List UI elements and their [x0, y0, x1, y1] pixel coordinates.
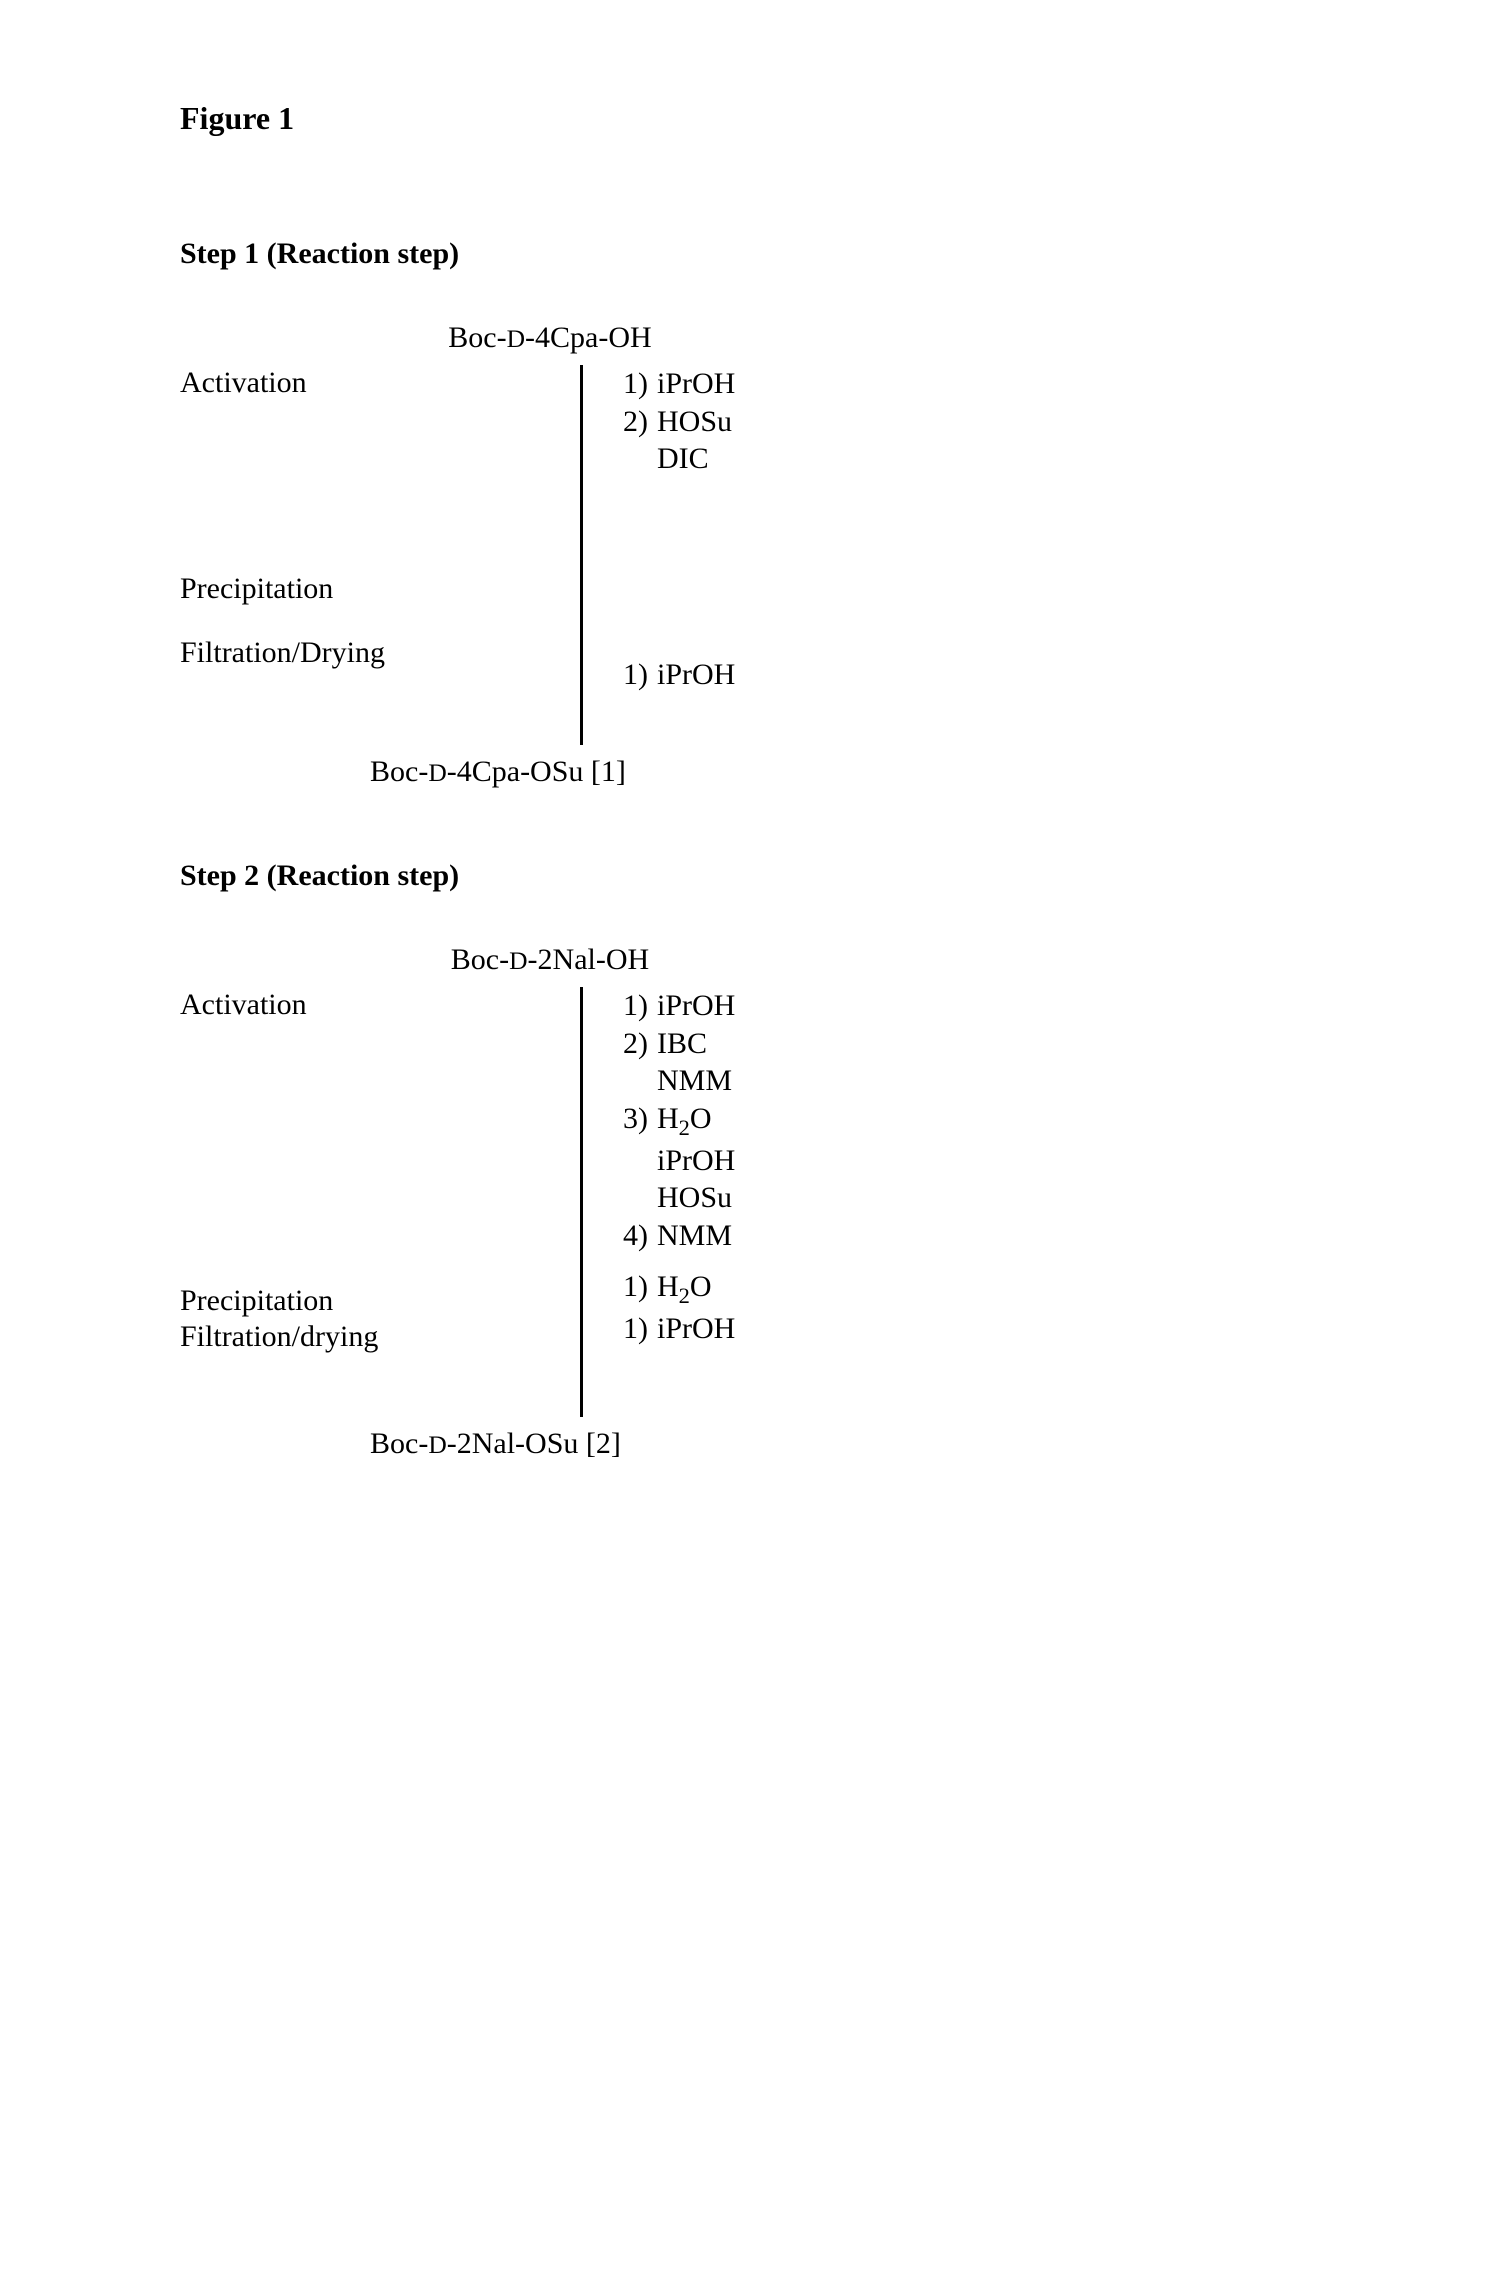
step1-left-labels: Activation Precipitation Filtration/Dryi…: [180, 365, 560, 745]
step1-filtration-label: Filtration/Drying: [180, 635, 560, 671]
reagent-text: IBC: [657, 1027, 707, 1060]
reagent-line: 1)iPrOH: [623, 656, 735, 694]
reagent-line: HOSu: [657, 1179, 735, 1217]
step2-precipitation-label: Precipitation: [180, 1283, 560, 1319]
reagent-number: 1): [623, 656, 657, 694]
step-2-scheme: Boc-D-2Nal-OH Activation Precipitation F…: [180, 943, 1471, 1461]
step-2: Step 2 (Reaction step) Boc-D-2Nal-OH Act…: [180, 859, 1471, 1461]
reagent-number: 1): [623, 1268, 657, 1306]
step1-end-compound: Boc-D-4Cpa-OSu [1]: [370, 755, 1471, 789]
reagent-line: 2)HOSu: [623, 403, 735, 441]
reagent-text: iPrOH: [657, 367, 735, 400]
step1-precipitation-label: Precipitation: [180, 571, 560, 607]
reagent-text: H2O: [657, 1102, 712, 1135]
reagent-text: iPrOH: [657, 989, 735, 1022]
reagent-line: 1)iPrOH: [623, 987, 735, 1025]
reagent-text: iPrOH: [657, 1144, 735, 1177]
reagent-line: DIC: [657, 440, 735, 478]
reagent-text: DIC: [657, 442, 709, 475]
reagent-text: H2O: [657, 1270, 712, 1303]
reagent-line: 2)IBC: [623, 1025, 735, 1063]
reagent-number: 2): [623, 1025, 657, 1063]
reagent-text: NMM: [657, 1219, 732, 1252]
reagent-line: 3)H2O: [623, 1100, 735, 1142]
step2-arrow: [580, 987, 583, 1417]
reagent-line: NMM: [657, 1062, 735, 1100]
step2-filtration-label: Filtration/drying: [180, 1319, 560, 1355]
step1-arrow: [580, 365, 583, 745]
reagent-line: 1)H2O: [623, 1268, 735, 1310]
step-1-title: Step 1 (Reaction step): [180, 237, 1471, 271]
step2-reagents: 1)iPrOH2)IBCNMM3)H2OiPrOHHOSu4)NMM 1)H2O…: [623, 987, 735, 1417]
step1-activation-label: Activation: [180, 365, 560, 401]
step-1: Step 1 (Reaction step) Boc-D-4Cpa-OH Act…: [180, 237, 1471, 789]
step2-activation-label: Activation: [180, 987, 560, 1023]
step1-start-compound: Boc-D-4Cpa-OH: [380, 321, 720, 355]
reagent-number: 1): [623, 987, 657, 1025]
reagent-text: iPrOH: [657, 658, 735, 691]
step2-start-compound: Boc-D-2Nal-OH: [380, 943, 720, 977]
reagent-text: HOSu: [657, 1181, 732, 1214]
reagent-text: HOSu: [657, 405, 732, 438]
step2-end-compound: Boc-D-2Nal-OSu [2]: [370, 1427, 1471, 1461]
step2-left-labels: Activation Precipitation Filtration/dryi…: [180, 987, 560, 1417]
reagent-line: 1)iPrOH: [623, 365, 735, 403]
reagent-line: 4)NMM: [623, 1217, 735, 1255]
reagent-text: NMM: [657, 1064, 732, 1097]
reagent-number: 2): [623, 403, 657, 441]
reagent-text: iPrOH: [657, 1312, 735, 1345]
reagent-number: 4): [623, 1217, 657, 1255]
reagent-line: iPrOH: [657, 1142, 735, 1180]
figure-title: Figure 1: [180, 100, 1471, 137]
step-1-scheme: Boc-D-4Cpa-OH Activation Precipitation F…: [180, 321, 1471, 789]
reagent-number: 3): [623, 1100, 657, 1138]
step1-reagents: 1)iPrOH2)HOSuDIC 1)iPrOH: [623, 365, 735, 745]
reagent-number: 1): [623, 365, 657, 403]
reagent-line: 1)iPrOH: [623, 1310, 735, 1348]
step-2-title: Step 2 (Reaction step): [180, 859, 1471, 893]
reagent-number: 1): [623, 1310, 657, 1348]
